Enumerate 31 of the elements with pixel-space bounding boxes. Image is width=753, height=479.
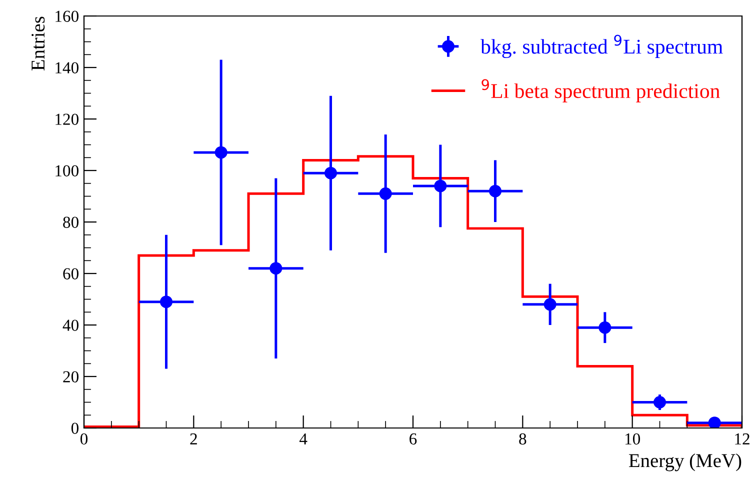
point [489,184,502,198]
legend-label: bkg. subtracted $^{9}$Li spectrum [480,34,723,58]
x-tick-label: 12 [735,433,750,444]
y-tick-label: 60 [63,268,79,280]
point [160,296,172,308]
point [544,298,556,311]
x-tick-label: 6 [410,433,417,445]
x-axis-title: Energy (MeV) [628,454,742,472]
point [598,321,612,334]
point [708,416,721,428]
point [324,166,337,180]
x-tick-label: 8 [519,433,526,445]
point [379,187,392,200]
y-tick-label: 0 [71,422,79,434]
point [434,180,447,192]
y-tick-label: 20 [63,371,79,382]
legend-label: $^{9}$Li beta spectrum prediction [482,79,720,102]
y-tick-label: 160 [56,10,79,22]
y-tick-label: 100 [56,165,79,176]
x-tick-label: 2 [190,433,197,444]
point [270,262,282,275]
x-tick-label: 10 [625,433,640,445]
y-tick-label: 40 [62,320,79,331]
y-axis-title: Entries [32,16,45,71]
point [654,396,666,408]
point [214,146,228,159]
x-tick-label: 0 [80,433,88,445]
y-tick-label: 80 [63,216,79,228]
y-tick-label: 140 [56,62,79,74]
x-tick-label: 4 [299,433,308,444]
y-tick-label: 120 [56,114,79,125]
